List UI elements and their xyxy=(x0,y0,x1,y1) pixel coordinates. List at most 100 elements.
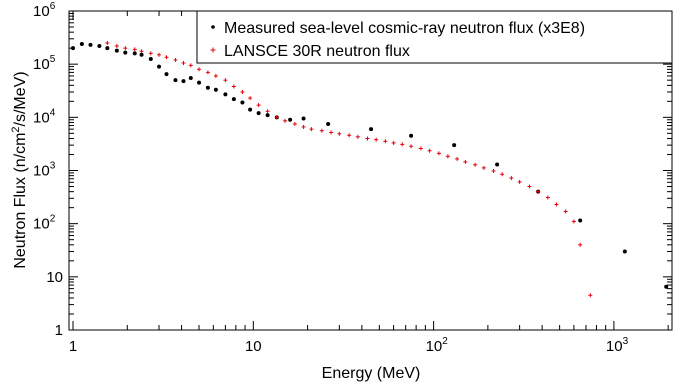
y-tick-label: 1 xyxy=(55,322,63,339)
y-tick-label: 10 xyxy=(46,269,63,286)
lansce-point xyxy=(197,67,202,72)
measured-point xyxy=(188,75,193,80)
lansce-point xyxy=(213,73,218,78)
measured-point xyxy=(181,79,186,84)
lansce-point xyxy=(123,46,128,51)
lansce-point xyxy=(164,55,169,60)
lansce-point xyxy=(256,103,261,108)
lansce-point xyxy=(157,52,162,57)
lansce-point xyxy=(383,139,388,144)
lansce-point xyxy=(319,128,324,133)
lansce-point xyxy=(240,89,245,94)
measured-point xyxy=(114,48,119,53)
x-tick-label: 10 xyxy=(245,338,262,355)
measured-point xyxy=(265,113,270,118)
data-series xyxy=(71,41,669,298)
measured-point xyxy=(452,143,457,148)
measured-point xyxy=(197,80,202,85)
legend-label-measured: Measured sea-level cosmic-ray neutron fl… xyxy=(224,20,585,37)
legend-marker-measured xyxy=(211,25,215,29)
lansce-point xyxy=(391,140,396,145)
lansce-point xyxy=(347,133,352,138)
x-axis-title: Energy (MeV) xyxy=(322,365,421,382)
measured-point xyxy=(88,42,93,47)
lansce-point xyxy=(545,195,550,200)
lansce-point xyxy=(563,209,568,214)
lansce-point xyxy=(292,121,297,126)
measured-point xyxy=(71,46,76,51)
measured-point xyxy=(622,249,627,254)
y-tick-label: 102 xyxy=(33,214,56,233)
x-tick-labels: 1 10 102 103 xyxy=(69,336,629,355)
measured-point xyxy=(288,117,293,122)
lansce-point xyxy=(274,115,279,120)
lansce-point xyxy=(536,189,541,194)
measured-point xyxy=(256,111,261,116)
lansce-point xyxy=(181,61,186,66)
lansce-point xyxy=(418,146,423,151)
measured-point xyxy=(79,41,84,46)
lansce-point xyxy=(105,41,110,46)
lansce-point xyxy=(205,70,210,75)
legend-marker-lansce xyxy=(210,47,216,53)
measured-point xyxy=(495,162,500,167)
lansce-point xyxy=(527,184,532,189)
measured-point xyxy=(369,127,374,132)
legend-label-lansce: LANSCE 30R neutron flux xyxy=(224,43,410,60)
measured-point xyxy=(139,52,144,57)
lansce-point xyxy=(509,176,514,181)
measured-point xyxy=(213,87,218,92)
lansce-point xyxy=(578,242,583,247)
lansce-point xyxy=(455,156,460,161)
measured-point xyxy=(240,100,245,105)
lansce-point xyxy=(248,96,253,101)
measured-point xyxy=(105,46,110,51)
lansce-point xyxy=(114,43,119,48)
lansce-point xyxy=(427,148,432,153)
lansce-point xyxy=(491,168,496,173)
measured-point xyxy=(231,97,236,102)
y-tick-label: 103 xyxy=(33,161,56,180)
x-tick-label: 1 xyxy=(69,338,77,355)
y-axis-title-sup: 2 xyxy=(10,126,22,132)
lansce-point xyxy=(571,219,576,224)
lansce-point xyxy=(517,179,522,184)
y-tick-labels: 1 10 102 103 104 105 106 xyxy=(33,1,63,339)
measured-point xyxy=(157,64,162,69)
measured-point xyxy=(97,43,102,48)
y-axis-title: Neutron Flux (n/cm2/s/MeV) xyxy=(10,71,29,268)
lansce-point xyxy=(283,118,288,123)
lansce-point xyxy=(231,84,236,89)
lansce-point xyxy=(481,165,486,170)
measured-point xyxy=(205,85,210,90)
measured-point xyxy=(248,107,253,112)
lansce-point xyxy=(309,127,314,132)
lansce-point xyxy=(301,124,306,129)
measured-point xyxy=(173,78,178,83)
lansce-point xyxy=(588,293,593,298)
lansce-point xyxy=(409,144,414,149)
x-tick-label: 102 xyxy=(426,336,449,355)
lansce-point xyxy=(374,137,379,142)
lansce-point xyxy=(265,109,270,114)
x-tick-label: 103 xyxy=(606,336,629,355)
lansce-point xyxy=(188,63,193,68)
lansce-point xyxy=(329,130,334,135)
lansce-point xyxy=(400,142,405,147)
measured-point xyxy=(326,121,331,126)
lansce-point xyxy=(473,162,478,167)
y-tick-label: 105 xyxy=(33,54,56,73)
measured-point xyxy=(148,57,153,62)
measured-point xyxy=(223,92,228,97)
measured-point xyxy=(132,51,137,56)
lansce-point xyxy=(500,172,505,177)
measured-point xyxy=(578,218,583,223)
measured-point xyxy=(301,116,306,121)
measured-point xyxy=(123,50,128,55)
y-axis-title-rest: /s/MeV) xyxy=(12,71,29,126)
measured-point xyxy=(664,284,669,289)
lansce-point xyxy=(173,57,178,62)
lansce-point xyxy=(148,51,153,56)
